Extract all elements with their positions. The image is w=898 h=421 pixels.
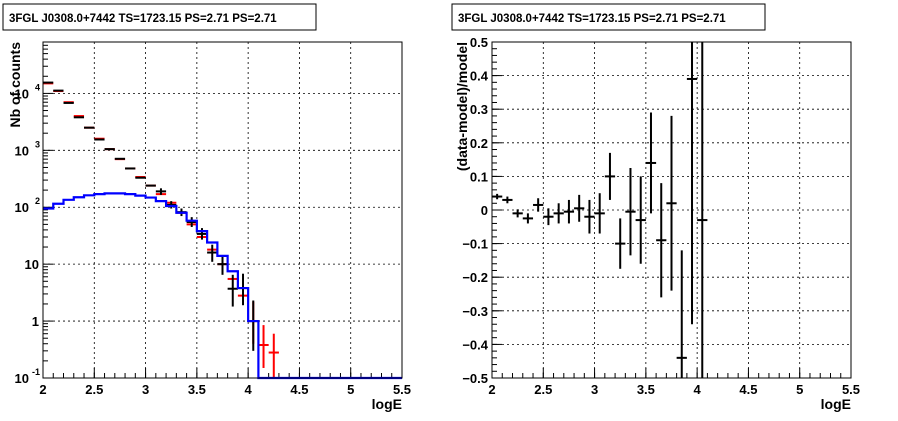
residuals-residuals-point	[502, 196, 513, 204]
counts-model_total-point	[268, 333, 279, 378]
residuals-panel: 3FGL J0308.0+7442 TS=1723.15 PS=2.71 PS=…	[451, 3, 860, 412]
counts-x-tick-label: 5.5	[393, 382, 411, 397]
counts-panel: 3FGL J0308.0+7442 TS=1723.15 PS=2.71 PS=…	[2, 3, 411, 412]
counts-frame	[42, 41, 403, 379]
counts-y-tick-exponent: 2	[35, 196, 40, 206]
counts-y-tick-exponent: -1	[32, 367, 40, 377]
residuals-grid	[492, 42, 851, 378]
residuals-residuals-point	[625, 168, 636, 256]
counts-title: 3FGL J0308.0+7442 TS=1723.15 PS=2.71 PS=…	[9, 13, 277, 25]
residuals-residuals-point	[533, 198, 544, 212]
residuals-residuals-point	[676, 250, 687, 378]
residuals-residuals-point	[697, 42, 708, 378]
residuals-residuals-point	[543, 208, 554, 226]
counts-x-tick-label: 3.5	[188, 382, 206, 397]
residuals-y-tick-label: 0.3	[470, 102, 488, 117]
counts-x-tick-label: 2	[39, 382, 46, 397]
residuals-residuals-point	[594, 193, 605, 234]
residuals-y-tick-label: 0.5	[470, 35, 488, 50]
counts-y-tick-label: 10	[15, 86, 29, 101]
counts-data-point	[227, 274, 238, 307]
residuals-x-tick-label: 5	[796, 382, 803, 397]
residuals-y-tick-label: −0.3	[462, 304, 488, 319]
residuals-residuals-point	[574, 194, 585, 222]
counts-data-point	[196, 228, 208, 240]
residuals-y-axis-label: (data-model)/model	[454, 42, 470, 171]
counts-data-point	[166, 201, 177, 209]
residuals-y-tick-label: 0	[481, 203, 488, 218]
residuals-title: 3FGL J0308.0+7442 TS=1723.15 PS=2.71 PS=…	[458, 13, 726, 25]
residuals-y-tick-label: −0.1	[462, 237, 488, 252]
counts-model_total-point	[258, 325, 269, 368]
counts-plot-area	[43, 42, 402, 378]
residuals-x-tick-label: 4	[694, 382, 702, 397]
counts-series-group	[43, 81, 402, 380]
residuals-title-frame	[451, 3, 766, 31]
residuals-x-axis-label: logE	[821, 396, 851, 412]
counts-x-tick-label: 4	[245, 382, 253, 397]
counts-data-point	[155, 188, 167, 195]
counts-y-tick-label: 10	[25, 257, 39, 272]
counts-y-tick-exponent: 4	[35, 82, 40, 92]
residuals-residuals-point	[615, 218, 626, 269]
residuals-series-group	[492, 42, 708, 378]
residuals-x-tick-label: 3.5	[637, 382, 655, 397]
counts-data-point	[207, 244, 218, 262]
counts-x-tick-label: 5	[347, 382, 354, 397]
counts-y-tick-label: 10	[15, 371, 29, 386]
residuals-residuals-point	[645, 112, 657, 214]
residuals-residuals-point	[553, 203, 564, 224]
counts-x-tick-label: 3	[142, 382, 149, 397]
residuals-y-tick-label: −0.5	[462, 371, 488, 386]
residuals-title-box: 3FGL J0308.0+7442 TS=1723.15 PS=2.71 PS=…	[451, 3, 766, 31]
residuals-y-tick-label: −0.2	[462, 270, 488, 285]
residuals-residuals-point	[656, 183, 667, 298]
residuals-residuals-point	[584, 199, 595, 234]
counts-y-axis-label: Nb of counts	[7, 42, 23, 128]
residuals-y-tick-label: 0.1	[470, 169, 488, 184]
counts-y-tick-label: 10	[15, 200, 29, 215]
counts-title-box: 3FGL J0308.0+7442 TS=1723.15 PS=2.71 PS=…	[2, 3, 317, 31]
residuals-residuals-point	[635, 176, 646, 264]
residuals-y-tick-label: −0.4	[462, 337, 488, 352]
residuals-residuals-point	[512, 209, 523, 218]
residuals-residuals-point	[563, 199, 575, 224]
counts-y-tick-label: 1	[32, 314, 39, 329]
residuals-x-tick-label: 3	[591, 382, 598, 397]
counts-data-point	[186, 217, 197, 227]
counts-data-point	[217, 254, 228, 275]
residuals-residuals-point	[666, 115, 677, 291]
residuals-residuals-point	[492, 193, 503, 200]
counts-x-tick-label: 2.5	[85, 382, 103, 397]
residuals-residuals-point	[522, 213, 534, 224]
counts-x-axis-label: logE	[372, 396, 402, 412]
residuals-x-tick-label: 2.5	[534, 382, 552, 397]
counts-y-tick-label: 10	[15, 143, 29, 158]
residuals-frame	[491, 41, 852, 379]
counts-y-tick-exponent: 3	[35, 139, 40, 149]
counts-title-frame	[2, 3, 317, 31]
residuals-y-tick-label: 0.4	[470, 69, 489, 84]
residuals-y-tick-label: 0.2	[470, 136, 488, 151]
residuals-residuals-point	[686, 42, 698, 325]
residuals-x-tick-label: 4.5	[739, 382, 757, 397]
residuals-x-tick-label: 5.5	[842, 382, 860, 397]
residuals-x-tick-label: 2	[488, 382, 495, 397]
residuals-residuals-point	[604, 152, 616, 200]
counts-x-tick-label: 4.5	[290, 382, 308, 397]
